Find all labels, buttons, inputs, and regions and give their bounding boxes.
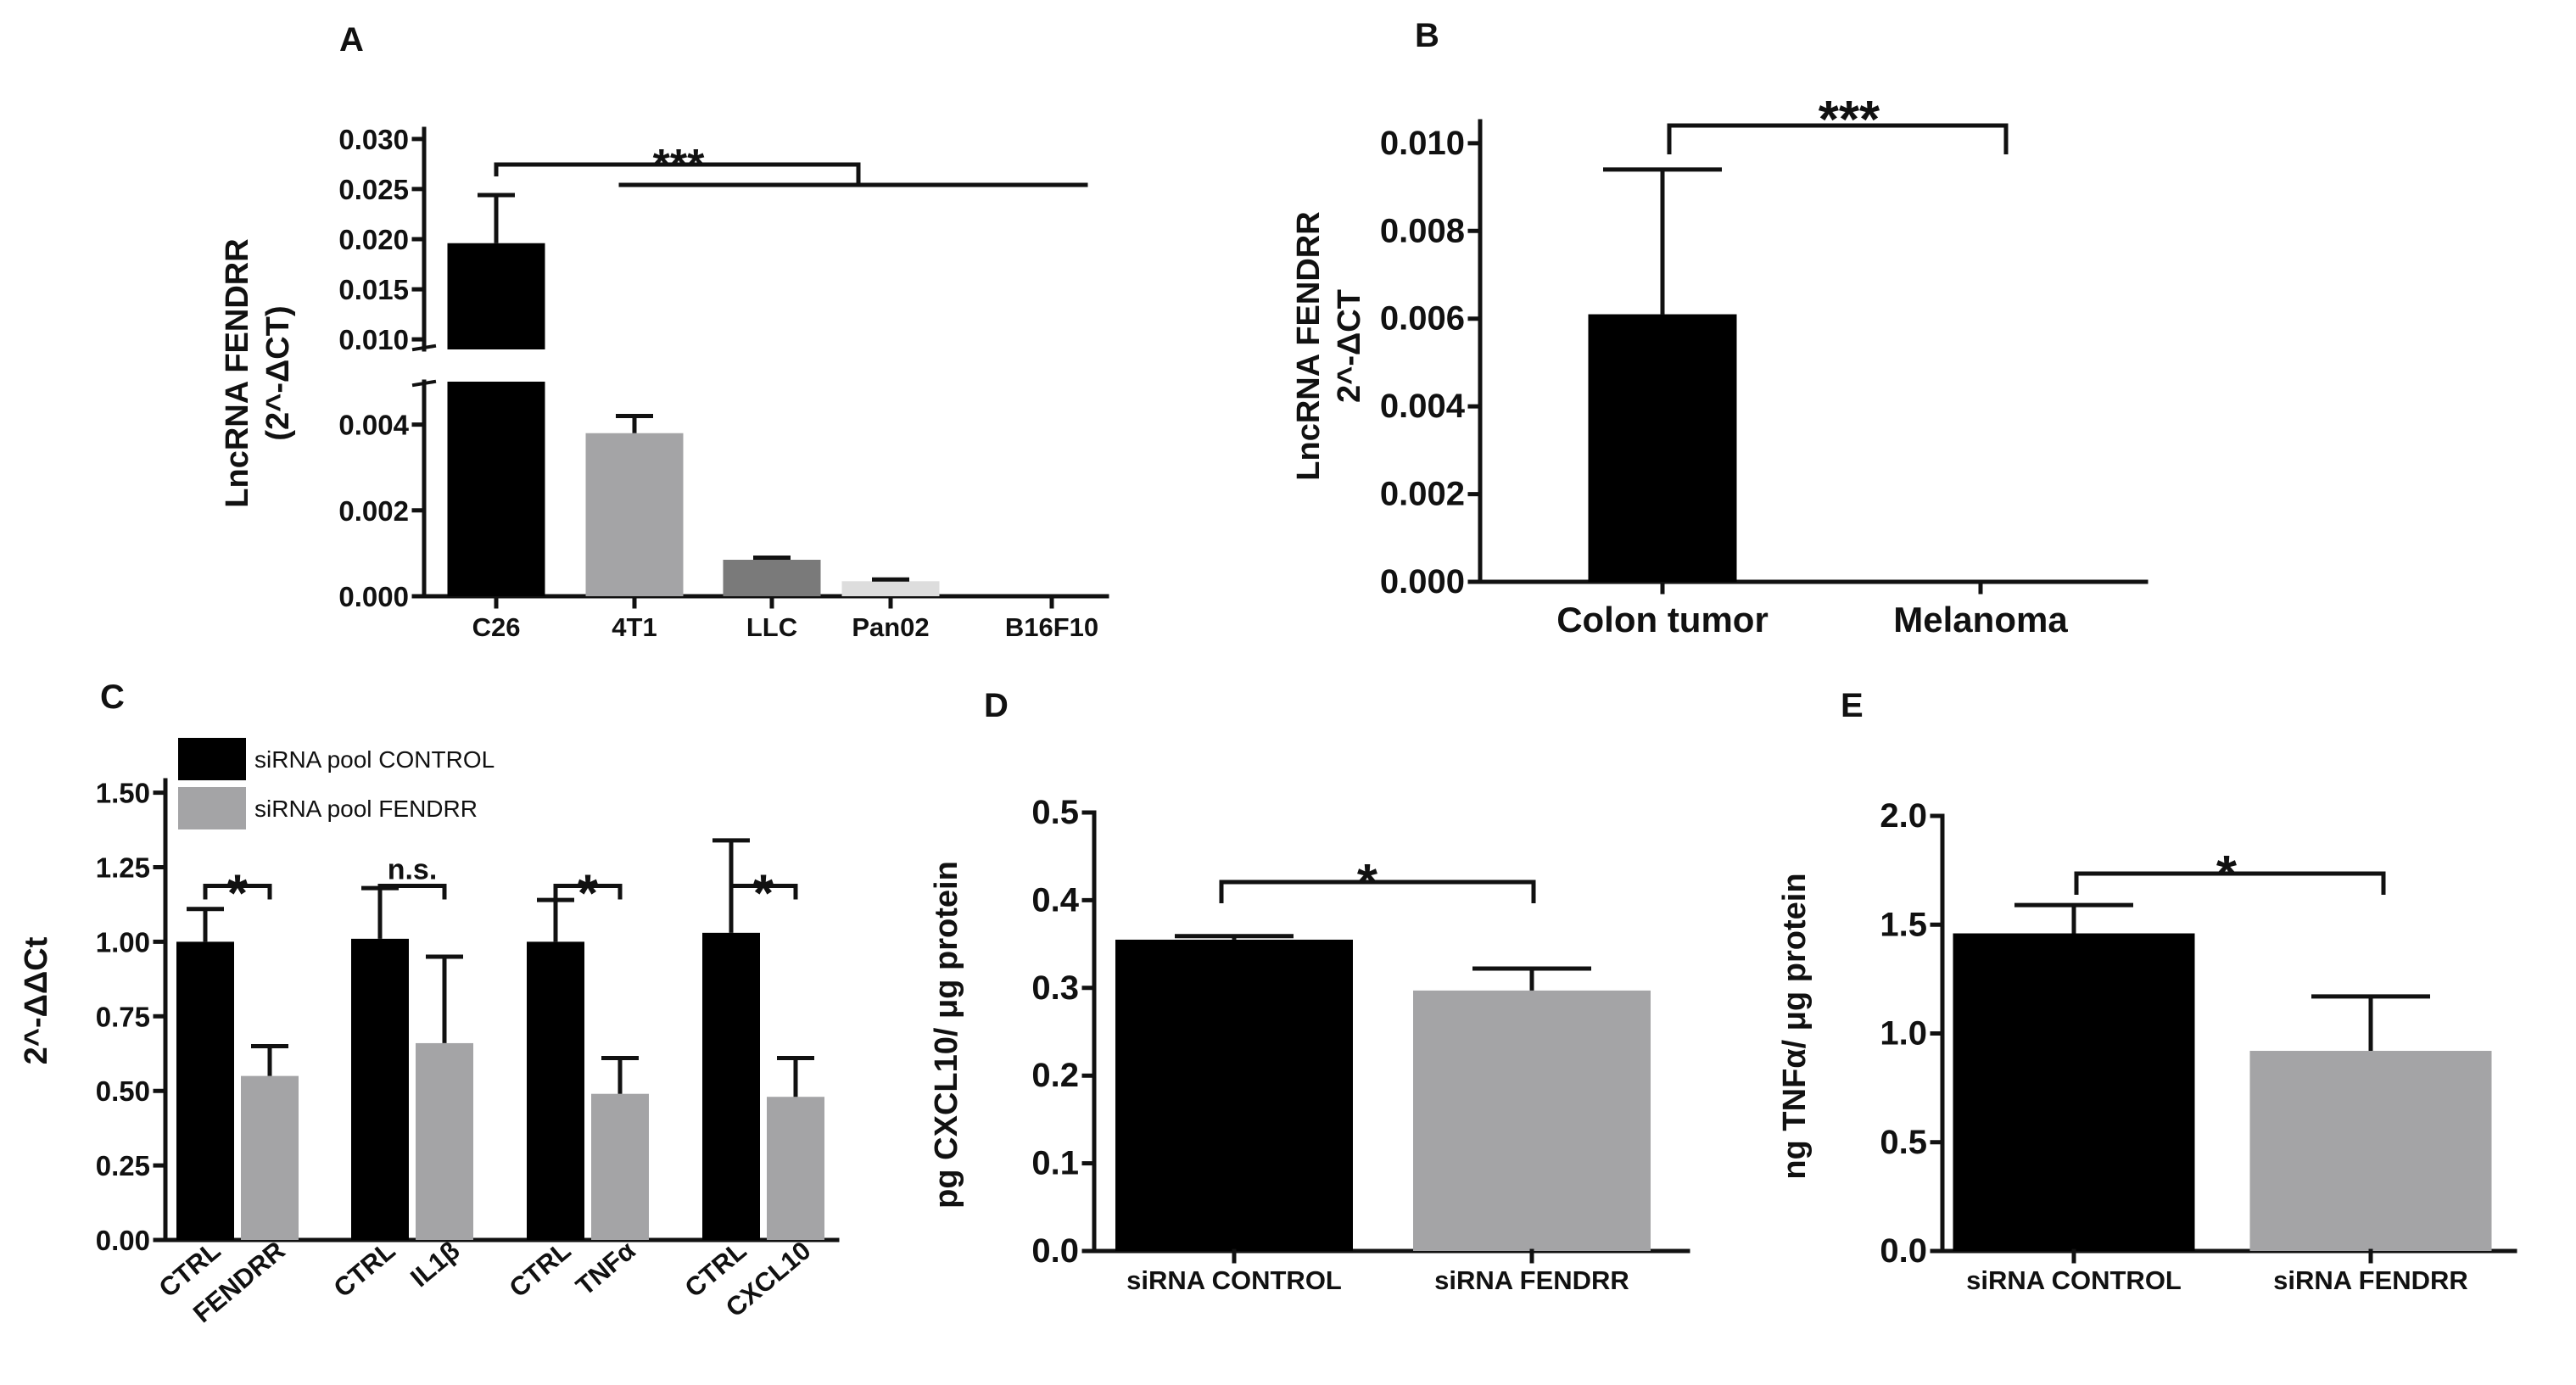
bar-cxcl10 bbox=[767, 1097, 824, 1240]
bar-c26-upper bbox=[447, 243, 545, 349]
y-axis-title: ng TNFα/ μg protein bbox=[1777, 873, 1813, 1179]
bar-ctrl bbox=[351, 938, 409, 1240]
y-tick-label: 0.0 bbox=[1031, 1232, 1079, 1270]
y-tick-label: 0.4 bbox=[1031, 881, 1079, 919]
x-category-label: Melanoma bbox=[1893, 600, 2068, 639]
x-category-label: B16F10 bbox=[1005, 612, 1098, 642]
panel-a-bar-chart: A 0.000 0.002 0.004 0.010 0.015 0.020 0.025 0.03… bbox=[220, 21, 1109, 642]
y-tick-label: 0.75 bbox=[96, 1001, 150, 1032]
y-tick-label: 0.000 bbox=[338, 581, 409, 612]
y-axis-title: 2^-ΔΔCt bbox=[19, 936, 54, 1064]
x-category-label: 4T1 bbox=[612, 612, 657, 642]
y-tick-label: 0.010 bbox=[1380, 125, 1465, 162]
y-tick-label: 0.004 bbox=[1380, 388, 1466, 425]
significance-label: * bbox=[578, 864, 599, 923]
bar-llc bbox=[723, 559, 821, 596]
x-category-label: siRNA FENDRR bbox=[2273, 1265, 2468, 1295]
significance-label: * bbox=[1357, 854, 1378, 913]
y-tick-label: 0.030 bbox=[338, 124, 409, 155]
bar-il1β bbox=[416, 1042, 473, 1240]
x-category-label: siRNA CONTROL bbox=[1126, 1265, 1342, 1295]
y-tick-label: 0.3 bbox=[1031, 969, 1079, 1007]
y-tick-label: 0.025 bbox=[338, 174, 409, 205]
significance-bracket bbox=[2074, 871, 2386, 895]
y-tick-label: 2.0 bbox=[1880, 797, 1927, 835]
panel-label-a: A bbox=[339, 21, 364, 59]
bar-sirna-control bbox=[1115, 939, 1353, 1251]
legend-swatch bbox=[178, 738, 246, 780]
legend-label: siRNA pool CONTROL bbox=[254, 746, 495, 773]
bar-tnfα bbox=[591, 1093, 649, 1240]
significance-label: n.s. bbox=[388, 853, 438, 885]
y-tick-label: 0.1 bbox=[1031, 1145, 1079, 1182]
significance-bracket bbox=[1667, 123, 2009, 154]
y-tick-label: 0.50 bbox=[96, 1075, 150, 1107]
y-tick-label: 0.5 bbox=[1880, 1124, 1927, 1161]
bar-fendrr bbox=[241, 1075, 299, 1240]
significance-label: * bbox=[2216, 846, 2238, 904]
bar-ctrl bbox=[702, 932, 760, 1240]
significance-label: * bbox=[753, 864, 774, 923]
significance-label: * bbox=[227, 864, 249, 923]
panel-label-e: E bbox=[1841, 687, 1864, 724]
y-axis-title: LncRNA FENDRR 2^-ΔCT bbox=[1291, 211, 1367, 480]
y-tick-label: 1.5 bbox=[1880, 906, 1927, 943]
panel-d-bar-chart: D 0.0 0.1 0.2 0.3 0.4 0.5 pg CXCL10/ μg protein… bbox=[929, 687, 1690, 1295]
y-tick-label: 0.5 bbox=[1031, 794, 1079, 831]
y-tick-label: 0.002 bbox=[1380, 476, 1465, 513]
x-category-label: Colon tumor bbox=[1556, 600, 1769, 639]
y-tick-label: 0.020 bbox=[338, 224, 409, 255]
significance-bracket bbox=[553, 883, 623, 900]
y-tick-label: 0.015 bbox=[338, 274, 409, 305]
bar-ctrl bbox=[176, 941, 234, 1240]
y-tick-label: 1.0 bbox=[1880, 1015, 1927, 1053]
x-category-label: LLC bbox=[746, 612, 797, 642]
significance-label: *** bbox=[653, 141, 705, 190]
bar-c26 bbox=[447, 382, 545, 596]
y-tick-label: 0.008 bbox=[1380, 212, 1465, 249]
bar-sirna-fendrr bbox=[1413, 990, 1651, 1251]
y-axis-title: pg CXCL10/ μg protein bbox=[929, 861, 964, 1209]
significance-label: *** bbox=[1819, 91, 1880, 149]
x-category-label: siRNA CONTROL bbox=[1966, 1265, 2182, 1295]
y-tick-label: 1.50 bbox=[96, 778, 150, 809]
panel-e-bar-chart: E 0.0 0.5 1.0 1.5 2.0 ng TNFα/ μg protein siRNA… bbox=[1777, 687, 2517, 1295]
significance-bracket bbox=[494, 162, 861, 185]
y-tick-label: 1.00 bbox=[96, 926, 150, 958]
panel-label-b: B bbox=[1415, 17, 1439, 54]
y-tick-label: 0.010 bbox=[338, 324, 409, 355]
bar-sirna-fendrr bbox=[2249, 1051, 2492, 1251]
bar-pan02 bbox=[841, 581, 940, 596]
y-tick-label: 0.002 bbox=[338, 495, 409, 527]
y-tick-label: 0.000 bbox=[1380, 563, 1465, 600]
y-tick-label: 0.2 bbox=[1031, 1057, 1079, 1094]
axis-break-mark bbox=[411, 343, 437, 352]
axis-break-mark bbox=[411, 379, 437, 388]
panel-label-d: D bbox=[984, 687, 1009, 724]
panel-label-c: C bbox=[100, 679, 125, 716]
significance-bracket bbox=[377, 883, 447, 900]
significance-bracket bbox=[1219, 880, 1536, 903]
y-tick-label: 0.0 bbox=[1880, 1232, 1927, 1270]
y-tick-label: 0.004 bbox=[338, 410, 409, 441]
legend-swatch bbox=[178, 787, 246, 829]
y-tick-label: 0.25 bbox=[96, 1150, 150, 1181]
y-tick-label: 0.00 bbox=[96, 1225, 150, 1256]
x-category-label: C26 bbox=[472, 612, 521, 642]
bar-sirna-control bbox=[1953, 933, 2195, 1251]
legend-label: siRNA pool FENDRR bbox=[254, 796, 478, 822]
x-category-label: siRNA FENDRR bbox=[1434, 1265, 1629, 1295]
significance-bracket bbox=[203, 883, 272, 900]
y-tick-label: 0.006 bbox=[1380, 300, 1465, 338]
panel-b-bar-chart: B 0.000 0.002 0.004 0.006 0.008 0.010 LncRNA FE… bbox=[1291, 17, 2149, 639]
x-category-label: Pan02 bbox=[852, 612, 929, 642]
bar-4t1 bbox=[585, 433, 684, 596]
significance-bracket bbox=[729, 883, 798, 900]
y-tick-label: 1.25 bbox=[96, 852, 150, 883]
y-axis-title: LncRNA FENDRR (2^-ΔCT) bbox=[220, 238, 296, 507]
bar-colon-tumor bbox=[1588, 314, 1737, 582]
bar-ctrl bbox=[527, 941, 584, 1240]
